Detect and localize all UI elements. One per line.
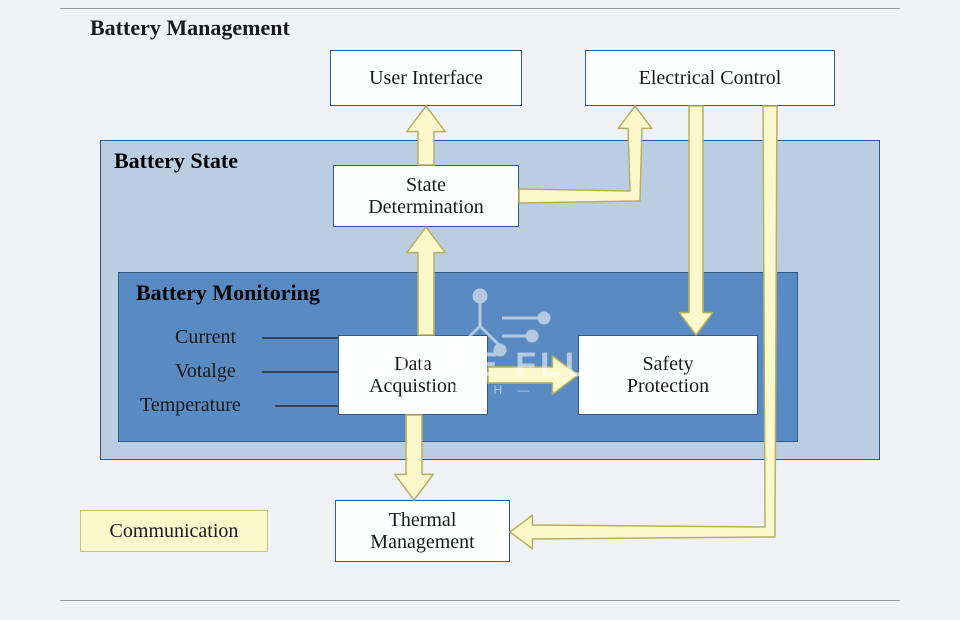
electrical-control-label: Electrical Control bbox=[639, 67, 782, 89]
bottom-rule bbox=[60, 600, 900, 601]
thermal-management-node: Thermal Management bbox=[335, 500, 510, 562]
user-interface-label: User Interface bbox=[369, 67, 483, 89]
data-acquisition-label: Data Acquistion bbox=[369, 353, 457, 397]
safety-protection-node: Safety Protection bbox=[578, 335, 758, 415]
diagram-canvas: Battery State Battery Monitoring Battery… bbox=[0, 0, 960, 620]
communication-node: Communication bbox=[80, 510, 268, 552]
safety-protection-label: Safety Protection bbox=[627, 353, 709, 397]
monitor-temperature-label: Temperature bbox=[140, 394, 241, 417]
data-acquisition-node: Data Acquistion bbox=[338, 335, 488, 415]
communication-label: Communication bbox=[110, 520, 239, 542]
user-interface-node: User Interface bbox=[330, 50, 522, 106]
thermal-management-label: Thermal Management bbox=[370, 509, 474, 553]
state-determination-node: State Determination bbox=[333, 165, 519, 227]
monitor-voltage-label: Votalge bbox=[175, 360, 236, 383]
top-rule bbox=[60, 8, 900, 9]
electrical-control-node: Electrical Control bbox=[585, 50, 835, 106]
state-determination-label: State Determination bbox=[368, 174, 484, 218]
main-title: Battery Management bbox=[90, 15, 290, 41]
monitor-current-label: Current bbox=[175, 326, 236, 349]
battery-monitoring-title: Battery Monitoring bbox=[136, 280, 320, 306]
battery-state-title: Battery State bbox=[114, 148, 238, 174]
